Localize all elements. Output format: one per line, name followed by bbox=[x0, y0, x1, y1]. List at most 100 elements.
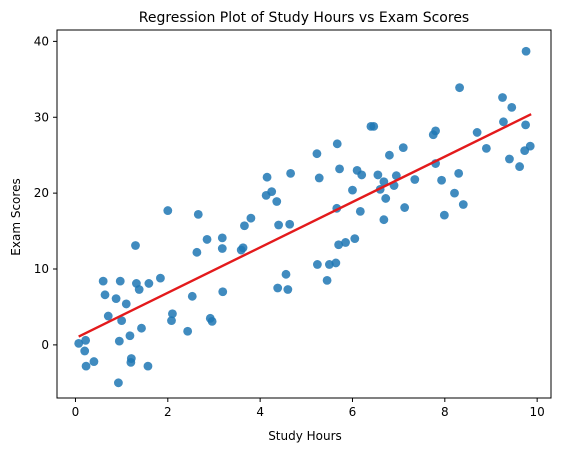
scatter-point-5 bbox=[98, 276, 108, 286]
scatter-point-19 bbox=[134, 285, 144, 294]
x-tick-label-2: 2 bbox=[164, 405, 172, 419]
scatter-point-17 bbox=[131, 241, 140, 250]
scatter-point-60 bbox=[335, 164, 344, 174]
scatter-point-35 bbox=[217, 233, 227, 243]
scatter-point-69 bbox=[373, 170, 383, 180]
scatter-point-88 bbox=[458, 200, 468, 209]
scatter-point-59 bbox=[334, 240, 344, 250]
scatter-point-31 bbox=[202, 235, 212, 244]
y-axis-label: Exam Scores bbox=[9, 178, 23, 255]
scatter-point-84 bbox=[439, 210, 449, 220]
scatter-point-2 bbox=[81, 335, 91, 345]
scatter-point-79 bbox=[410, 175, 420, 184]
scatter-point-14 bbox=[125, 331, 135, 341]
scatter-point-33 bbox=[207, 316, 217, 326]
scatter-point-82 bbox=[431, 126, 440, 136]
scatter-point-38 bbox=[238, 243, 248, 253]
scatter-point-10 bbox=[114, 336, 124, 346]
x-tick-label-0: 0 bbox=[72, 405, 80, 419]
scatter-point-20 bbox=[137, 323, 146, 333]
scatter-point-28 bbox=[187, 291, 197, 301]
regression-line bbox=[78, 113, 532, 338]
scatter-point-76 bbox=[391, 171, 401, 181]
scatter-point-65 bbox=[355, 206, 365, 216]
x-tick-label-8: 8 bbox=[441, 405, 449, 419]
scatter-point-26 bbox=[168, 309, 177, 319]
scatter-point-34 bbox=[217, 244, 227, 253]
x-tick-label-10: 10 bbox=[530, 405, 545, 419]
x-axis-label: Study Hours bbox=[268, 429, 342, 443]
scatter-point-72 bbox=[379, 215, 389, 225]
scatter-point-91 bbox=[498, 93, 507, 102]
x-tick-label-6: 6 bbox=[349, 405, 357, 419]
x-tick-label-4: 4 bbox=[256, 405, 264, 419]
scatter-point-12 bbox=[117, 316, 127, 326]
scatter-point-58 bbox=[332, 139, 342, 149]
scatter-point-93 bbox=[505, 154, 514, 164]
axes-layer: 0 2 4 6 8 10 0 10 20 30 40 bbox=[34, 29, 552, 419]
y-tick-label-40: 40 bbox=[34, 34, 49, 48]
scatter-point-78 bbox=[400, 203, 410, 212]
scatter-point-71 bbox=[379, 177, 389, 187]
scatter-point-52 bbox=[312, 260, 322, 269]
scatter-point-16 bbox=[126, 354, 136, 363]
scatter-point-83 bbox=[437, 175, 446, 185]
scatter-point-48 bbox=[283, 285, 293, 294]
scatter-point-44 bbox=[272, 197, 282, 206]
scatter-point-25 bbox=[167, 316, 176, 326]
scatter-point-8 bbox=[111, 294, 121, 304]
scatter-point-85 bbox=[450, 188, 459, 198]
scatter-point-62 bbox=[348, 185, 357, 195]
scatter-point-56 bbox=[331, 258, 341, 268]
scatter-point-61 bbox=[341, 238, 350, 247]
scatter-point-47 bbox=[281, 269, 291, 279]
scatter-point-46 bbox=[274, 220, 284, 230]
scatter-point-40 bbox=[246, 213, 256, 223]
scatter-point-3 bbox=[81, 361, 91, 371]
plot-layer bbox=[74, 46, 535, 388]
scatter-point-7 bbox=[103, 311, 113, 321]
scatter-point-45 bbox=[273, 283, 283, 293]
scatter-point-86 bbox=[454, 169, 464, 178]
scatter-point-36 bbox=[218, 287, 228, 297]
scatter-point-13 bbox=[121, 299, 131, 309]
y-tick-label-30: 30 bbox=[34, 110, 49, 124]
scatter-point-73 bbox=[381, 194, 391, 203]
scatter-point-1 bbox=[80, 346, 90, 356]
scatter-point-92 bbox=[499, 117, 508, 127]
scatter-point-77 bbox=[398, 143, 408, 153]
scatter-point-9 bbox=[114, 378, 123, 388]
scatter-point-6 bbox=[100, 290, 110, 300]
scatter-point-30 bbox=[193, 209, 203, 219]
scatter-point-74 bbox=[385, 150, 394, 160]
scatter-point-42 bbox=[262, 172, 272, 182]
scatter-point-54 bbox=[322, 275, 332, 285]
scatter-point-24 bbox=[163, 206, 173, 215]
scatter-point-39 bbox=[240, 221, 249, 231]
scatter-point-53 bbox=[314, 173, 324, 183]
scatter-point-43 bbox=[267, 187, 277, 197]
scatter-point-22 bbox=[144, 279, 154, 288]
scatter-point-99 bbox=[525, 141, 535, 151]
scatter-point-49 bbox=[285, 219, 295, 229]
scatter-point-29 bbox=[192, 247, 202, 257]
plot-frame bbox=[56, 29, 552, 399]
chart-title: Regression Plot of Study Hours vs Exam S… bbox=[139, 10, 469, 26]
scatter-point-90 bbox=[481, 143, 491, 153]
scatter-point-63 bbox=[350, 234, 360, 244]
y-tick-label-10: 10 bbox=[34, 262, 49, 276]
scatter-point-51 bbox=[312, 149, 322, 159]
scatter-point-66 bbox=[357, 170, 367, 180]
scatter-point-27 bbox=[183, 326, 193, 336]
scatter-point-98 bbox=[521, 46, 531, 56]
scatter-point-97 bbox=[521, 120, 531, 130]
scatter-point-23 bbox=[156, 273, 165, 283]
y-tick-label-20: 20 bbox=[34, 186, 49, 200]
scatter-point-50 bbox=[286, 169, 296, 178]
y-tick-label-0: 0 bbox=[41, 338, 49, 352]
scatter-point-0 bbox=[74, 338, 84, 348]
scatter-point-89 bbox=[472, 128, 482, 137]
scatter-point-87 bbox=[455, 83, 464, 93]
